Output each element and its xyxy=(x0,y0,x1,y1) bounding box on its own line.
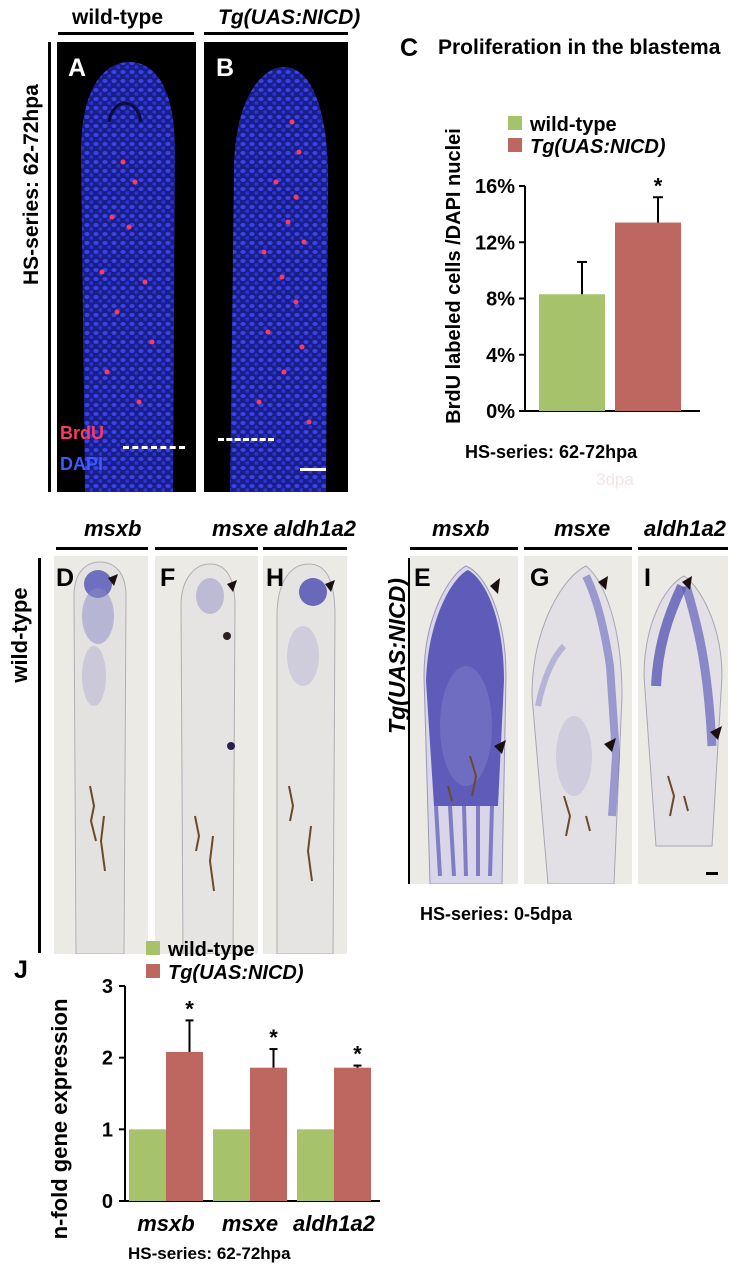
chart-j-bar xyxy=(250,1067,287,1201)
stain-label-dapi: DAPI xyxy=(60,454,104,474)
chart-c-bar xyxy=(539,294,605,411)
legend-c-label-tg: Tg(UAS:NICD) xyxy=(530,136,666,158)
panel-label-h: H xyxy=(266,564,285,592)
chart-c-svg: wild-type Tg(UAS:NICD) 0% 4% 8% 12% 16% * xyxy=(475,114,700,423)
column-label-tg: Tg(UAS:NICD) xyxy=(218,6,361,29)
panel-label-c: C xyxy=(400,34,419,62)
gene-divider-msxb-wt xyxy=(56,547,148,550)
row-label-wildtype: wild-type xyxy=(7,587,32,683)
chart-j-ytick-label: 1 xyxy=(102,1119,113,1141)
chart-j-bar xyxy=(334,1067,371,1201)
micrograph-b xyxy=(204,42,348,492)
column-divider-tg xyxy=(204,32,348,35)
chart-j-category-label: aldh1a2 xyxy=(293,1211,376,1236)
micrograph-f xyxy=(155,556,258,954)
chart-c-xlabel: HS-series: 62-72hpa xyxy=(465,442,638,462)
chart-c-faint-text: 3dpa xyxy=(596,470,634,489)
micrograph-e xyxy=(410,556,518,884)
gene-divider-aldh1a2-tg xyxy=(638,547,728,550)
panel-label-d: D xyxy=(56,564,75,592)
amputation-plane-dash-a xyxy=(123,446,185,449)
row-divider-tg xyxy=(408,558,411,884)
chart-j-significance: * xyxy=(353,1042,362,1067)
legend-j-swatch-tg xyxy=(146,964,160,978)
panel-label-e: E xyxy=(414,564,431,592)
chart-j-bar xyxy=(297,1129,334,1201)
chart-c-ytick-label: 16% xyxy=(475,176,515,198)
chart-c-significance: * xyxy=(654,173,663,198)
chart-j-bar xyxy=(129,1129,166,1201)
chart-j-svg: wild-type Tg(UAS:NICD) 0 1 2 3 * * * msxb msxe… xyxy=(102,939,380,1236)
micrograph-i xyxy=(638,556,728,884)
micrograph-h xyxy=(263,556,347,954)
micrograph-d xyxy=(54,556,148,954)
panel-label-f: F xyxy=(160,564,176,592)
gene-divider-msxe-wt xyxy=(155,547,258,550)
legend-c-swatch-tg xyxy=(508,138,522,152)
chart-j-ytick-label: 2 xyxy=(102,1048,113,1070)
chart-j-ytick-label: 3 xyxy=(102,976,113,998)
chart-j-significance: * xyxy=(185,996,194,1021)
panel-label-j: J xyxy=(14,956,28,984)
panel-label-g: G xyxy=(530,564,550,592)
amputation-plane-dash-b xyxy=(218,438,274,441)
legend-c-swatch-wildtype xyxy=(508,116,522,130)
row-divider-top xyxy=(48,42,51,492)
chart-j-bar xyxy=(166,1051,203,1201)
panel-label-b: B xyxy=(216,54,235,82)
caption-hs-series-middle: HS-series: 0-5dpa xyxy=(420,904,573,924)
stain-label-brdu: BrdU xyxy=(60,423,104,443)
chart-c-ytick-label: 12% xyxy=(475,232,515,254)
micrograph-g xyxy=(524,556,632,884)
gene-label-msxe-wt: msxe xyxy=(212,516,269,541)
gene-label-aldh1a2-tg: aldh1a2 xyxy=(644,516,726,541)
gene-divider-msxe-tg xyxy=(524,547,632,550)
chart-j-significance: * xyxy=(269,1025,278,1050)
gene-label-msxe-tg: msxe xyxy=(554,516,611,541)
gene-divider-aldh1a2-wt xyxy=(263,547,347,550)
legend-c-label-wildtype: wild-type xyxy=(529,114,617,136)
chart-c-title: Proliferation in the blastema xyxy=(438,36,721,59)
scale-bar-b xyxy=(300,468,326,471)
column-divider-wildtype xyxy=(58,32,194,35)
chart-j-bar xyxy=(213,1129,250,1201)
gene-label-aldh1a2-wt: aldh1a2 xyxy=(274,516,356,541)
legend-j-label-wildtype: wild-type xyxy=(167,939,255,961)
chart-j-xlabel: HS-series: 62-72hpa xyxy=(128,1244,291,1263)
scale-bar-i xyxy=(706,872,718,875)
chart-c-ytick-label: 4% xyxy=(486,345,515,367)
gene-label-msxb-tg: msxb xyxy=(432,516,490,541)
row-divider-wildtype xyxy=(38,558,41,953)
panel-label-i: I xyxy=(644,564,651,592)
gene-label-msxb-wt: msxb xyxy=(84,516,142,541)
chart-c-ytick-label: 8% xyxy=(486,289,515,311)
chart-c-ytick-label: 0% xyxy=(486,401,515,423)
legend-j-swatch-wildtype xyxy=(146,941,160,955)
panel-label-a: A xyxy=(68,54,87,82)
micrograph-a xyxy=(57,42,196,492)
chart-j-category-label: msxe xyxy=(222,1211,278,1236)
chart-c-bar xyxy=(615,222,681,411)
column-label-wildtype: wild-type xyxy=(72,6,164,29)
chart-j-ytick-label: 0 xyxy=(102,1191,113,1213)
legend-j-label-tg: Tg(UAS:NICD) xyxy=(168,962,304,984)
chart-j-category-label: msxb xyxy=(137,1211,194,1236)
gene-divider-msxb-tg xyxy=(410,547,518,550)
